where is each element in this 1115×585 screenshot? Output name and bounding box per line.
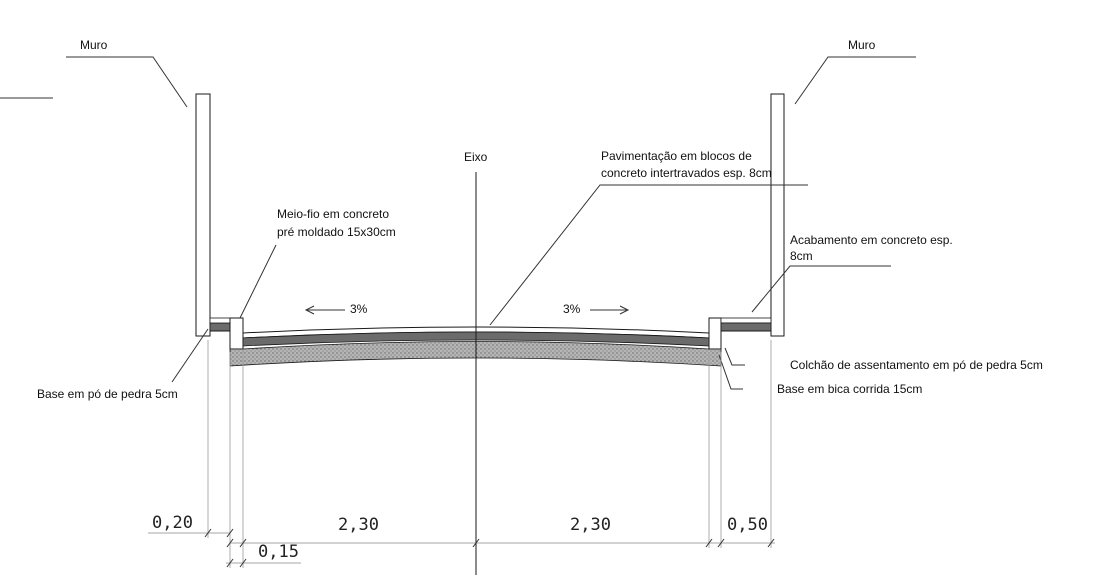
dimension-0-20: 0,20 [152, 513, 193, 533]
right-wall [770, 93, 785, 337]
dimension-2-30-left: 2,30 [338, 515, 379, 535]
colchao-leader [724, 347, 745, 366]
dimension-2-30-right: 2,30 [570, 515, 611, 535]
right-base [720, 322, 772, 332]
base-po-label: Base em pó de pedra 5cm [37, 387, 178, 401]
muro-right-leader [794, 56, 916, 105]
acabamento-label-1: Acabamento em concreto esp. [790, 233, 953, 247]
bica-leader [718, 354, 743, 390]
pavimentacao-label-1: Pavimentação em blocos de [601, 149, 752, 163]
meiofio-label-2: pré moldado 15x30cm [277, 225, 396, 239]
right-acabamento [720, 317, 772, 324]
colchao-label: Colchão de assentamento em pó de pedra 5… [790, 358, 1043, 372]
pavimentacao-label-2: concreto intertravados esp. 8cm [601, 166, 772, 180]
slope-left-label: 3% [350, 302, 368, 316]
meiofio-leader [239, 244, 277, 319]
slope-right-label: 3% [563, 302, 581, 316]
dimension-ticks [204, 528, 775, 568]
dimension-0-15: 0,15 [258, 542, 299, 562]
dimension-extension-lines [207, 340, 772, 568]
muro-left-leader [66, 56, 188, 108]
dimension-0-50: 0,50 [727, 515, 768, 535]
left-curb [229, 317, 244, 350]
left-base-po-pedra [209, 322, 231, 332]
acabamento-label-2: 8cm [790, 249, 813, 263]
base-bica-label: Base em bica corrida 15cm [777, 382, 922, 396]
left-acabamento [209, 317, 231, 324]
acabamento-leader [751, 265, 891, 313]
left-wall [195, 93, 211, 337]
right-curb [708, 317, 722, 350]
base-po-leader [171, 328, 209, 383]
muro-right-label: Muro [848, 38, 876, 52]
muro-left-label: Muro [80, 38, 108, 52]
meiofio-label-1: Meio-fio em concreto [277, 207, 389, 221]
dimension-lines [148, 532, 775, 564]
pavimentacao-leader [489, 184, 808, 326]
eixo-label: Eixo [464, 150, 488, 164]
